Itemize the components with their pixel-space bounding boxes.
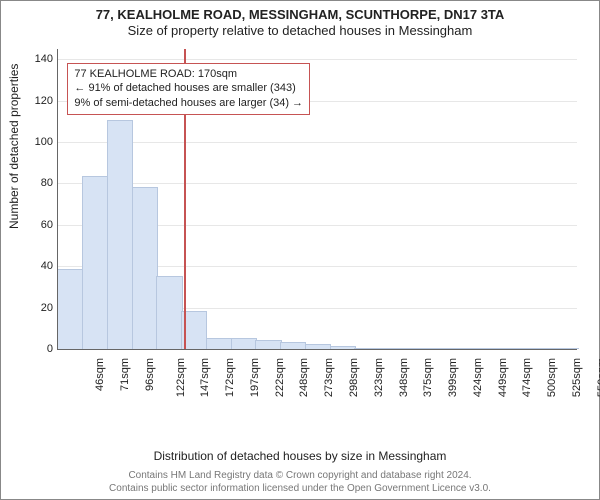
- gridline: [57, 142, 577, 143]
- plot-region: 02040608010012014046sqm71sqm96sqm122sqm1…: [57, 49, 577, 409]
- xtick-label: 46sqm: [92, 358, 106, 391]
- x-axis-line: [57, 349, 577, 350]
- footer-line1: Contains HM Land Registry data © Crown c…: [1, 470, 599, 483]
- ytick-label: 0: [47, 343, 57, 355]
- xtick-label: 424sqm: [470, 358, 484, 397]
- xtick-label: 197sqm: [247, 358, 261, 397]
- x-axis-label: Distribution of detached houses by size …: [1, 449, 599, 463]
- y-axis-line: [57, 49, 58, 349]
- xtick-label: 248sqm: [297, 358, 311, 397]
- histogram-bar: [132, 187, 158, 349]
- xtick-label: 449sqm: [495, 358, 509, 397]
- xtick-label: 474sqm: [519, 358, 533, 397]
- xtick-label: 172sqm: [222, 358, 236, 397]
- xtick-label: 550sqm: [594, 358, 600, 397]
- xtick-label: 348sqm: [396, 358, 410, 397]
- title-address: 77, KEALHOLME ROAD, MESSINGHAM, SCUNTHOR…: [1, 7, 599, 23]
- ytick-label: 40: [41, 260, 57, 272]
- histogram-bar: [156, 276, 182, 349]
- histogram-bar: [280, 342, 306, 349]
- title-block: 77, KEALHOLME ROAD, MESSINGHAM, SCUNTHOR…: [1, 1, 599, 40]
- histogram-bar: [82, 176, 108, 349]
- histogram-bar: [57, 269, 83, 349]
- xtick-label: 298sqm: [346, 358, 360, 397]
- xtick-label: 273sqm: [321, 358, 335, 397]
- histogram-bar: [231, 338, 257, 349]
- ytick-label: 120: [35, 95, 57, 107]
- xtick-label: 525sqm: [569, 358, 583, 397]
- xtick-label: 96sqm: [142, 358, 156, 391]
- chart-plot-area: 02040608010012014046sqm71sqm96sqm122sqm1…: [57, 49, 577, 409]
- xtick-label: 323sqm: [371, 358, 385, 397]
- annotation-line: 9% of semi-detached houses are larger (3…: [74, 96, 303, 111]
- gridline: [57, 183, 577, 184]
- ytick-label: 80: [41, 177, 57, 189]
- histogram-bar: [255, 340, 281, 349]
- xtick-label: 71sqm: [117, 358, 131, 391]
- footer-attribution: Contains HM Land Registry data © Crown c…: [1, 470, 599, 495]
- footer-line2: Contains public sector information licen…: [1, 483, 599, 496]
- xtick-label: 222sqm: [272, 358, 286, 397]
- ytick-label: 20: [41, 302, 57, 314]
- ytick-label: 60: [41, 219, 57, 231]
- xtick-label: 375sqm: [420, 358, 434, 397]
- chart-container: 77, KEALHOLME ROAD, MESSINGHAM, SCUNTHOR…: [0, 0, 600, 500]
- annotation-line: ← 91% of detached houses are smaller (34…: [74, 81, 303, 96]
- y-axis-label: Number of detached properties: [7, 64, 21, 229]
- annotation-box: 77 KEALHOLME ROAD: 170sqm← 91% of detach…: [67, 63, 310, 116]
- xtick-label: 500sqm: [544, 358, 558, 397]
- annotation-line: 77 KEALHOLME ROAD: 170sqm: [74, 67, 303, 82]
- ytick-label: 140: [35, 53, 57, 65]
- xtick-label: 122sqm: [173, 358, 187, 397]
- xtick-label: 147sqm: [198, 358, 212, 397]
- histogram-bar: [107, 120, 133, 349]
- gridline: [57, 59, 577, 60]
- title-subtitle: Size of property relative to detached ho…: [1, 23, 599, 39]
- xtick-label: 399sqm: [445, 358, 459, 397]
- ytick-label: 100: [35, 136, 57, 148]
- histogram-bar: [206, 338, 232, 349]
